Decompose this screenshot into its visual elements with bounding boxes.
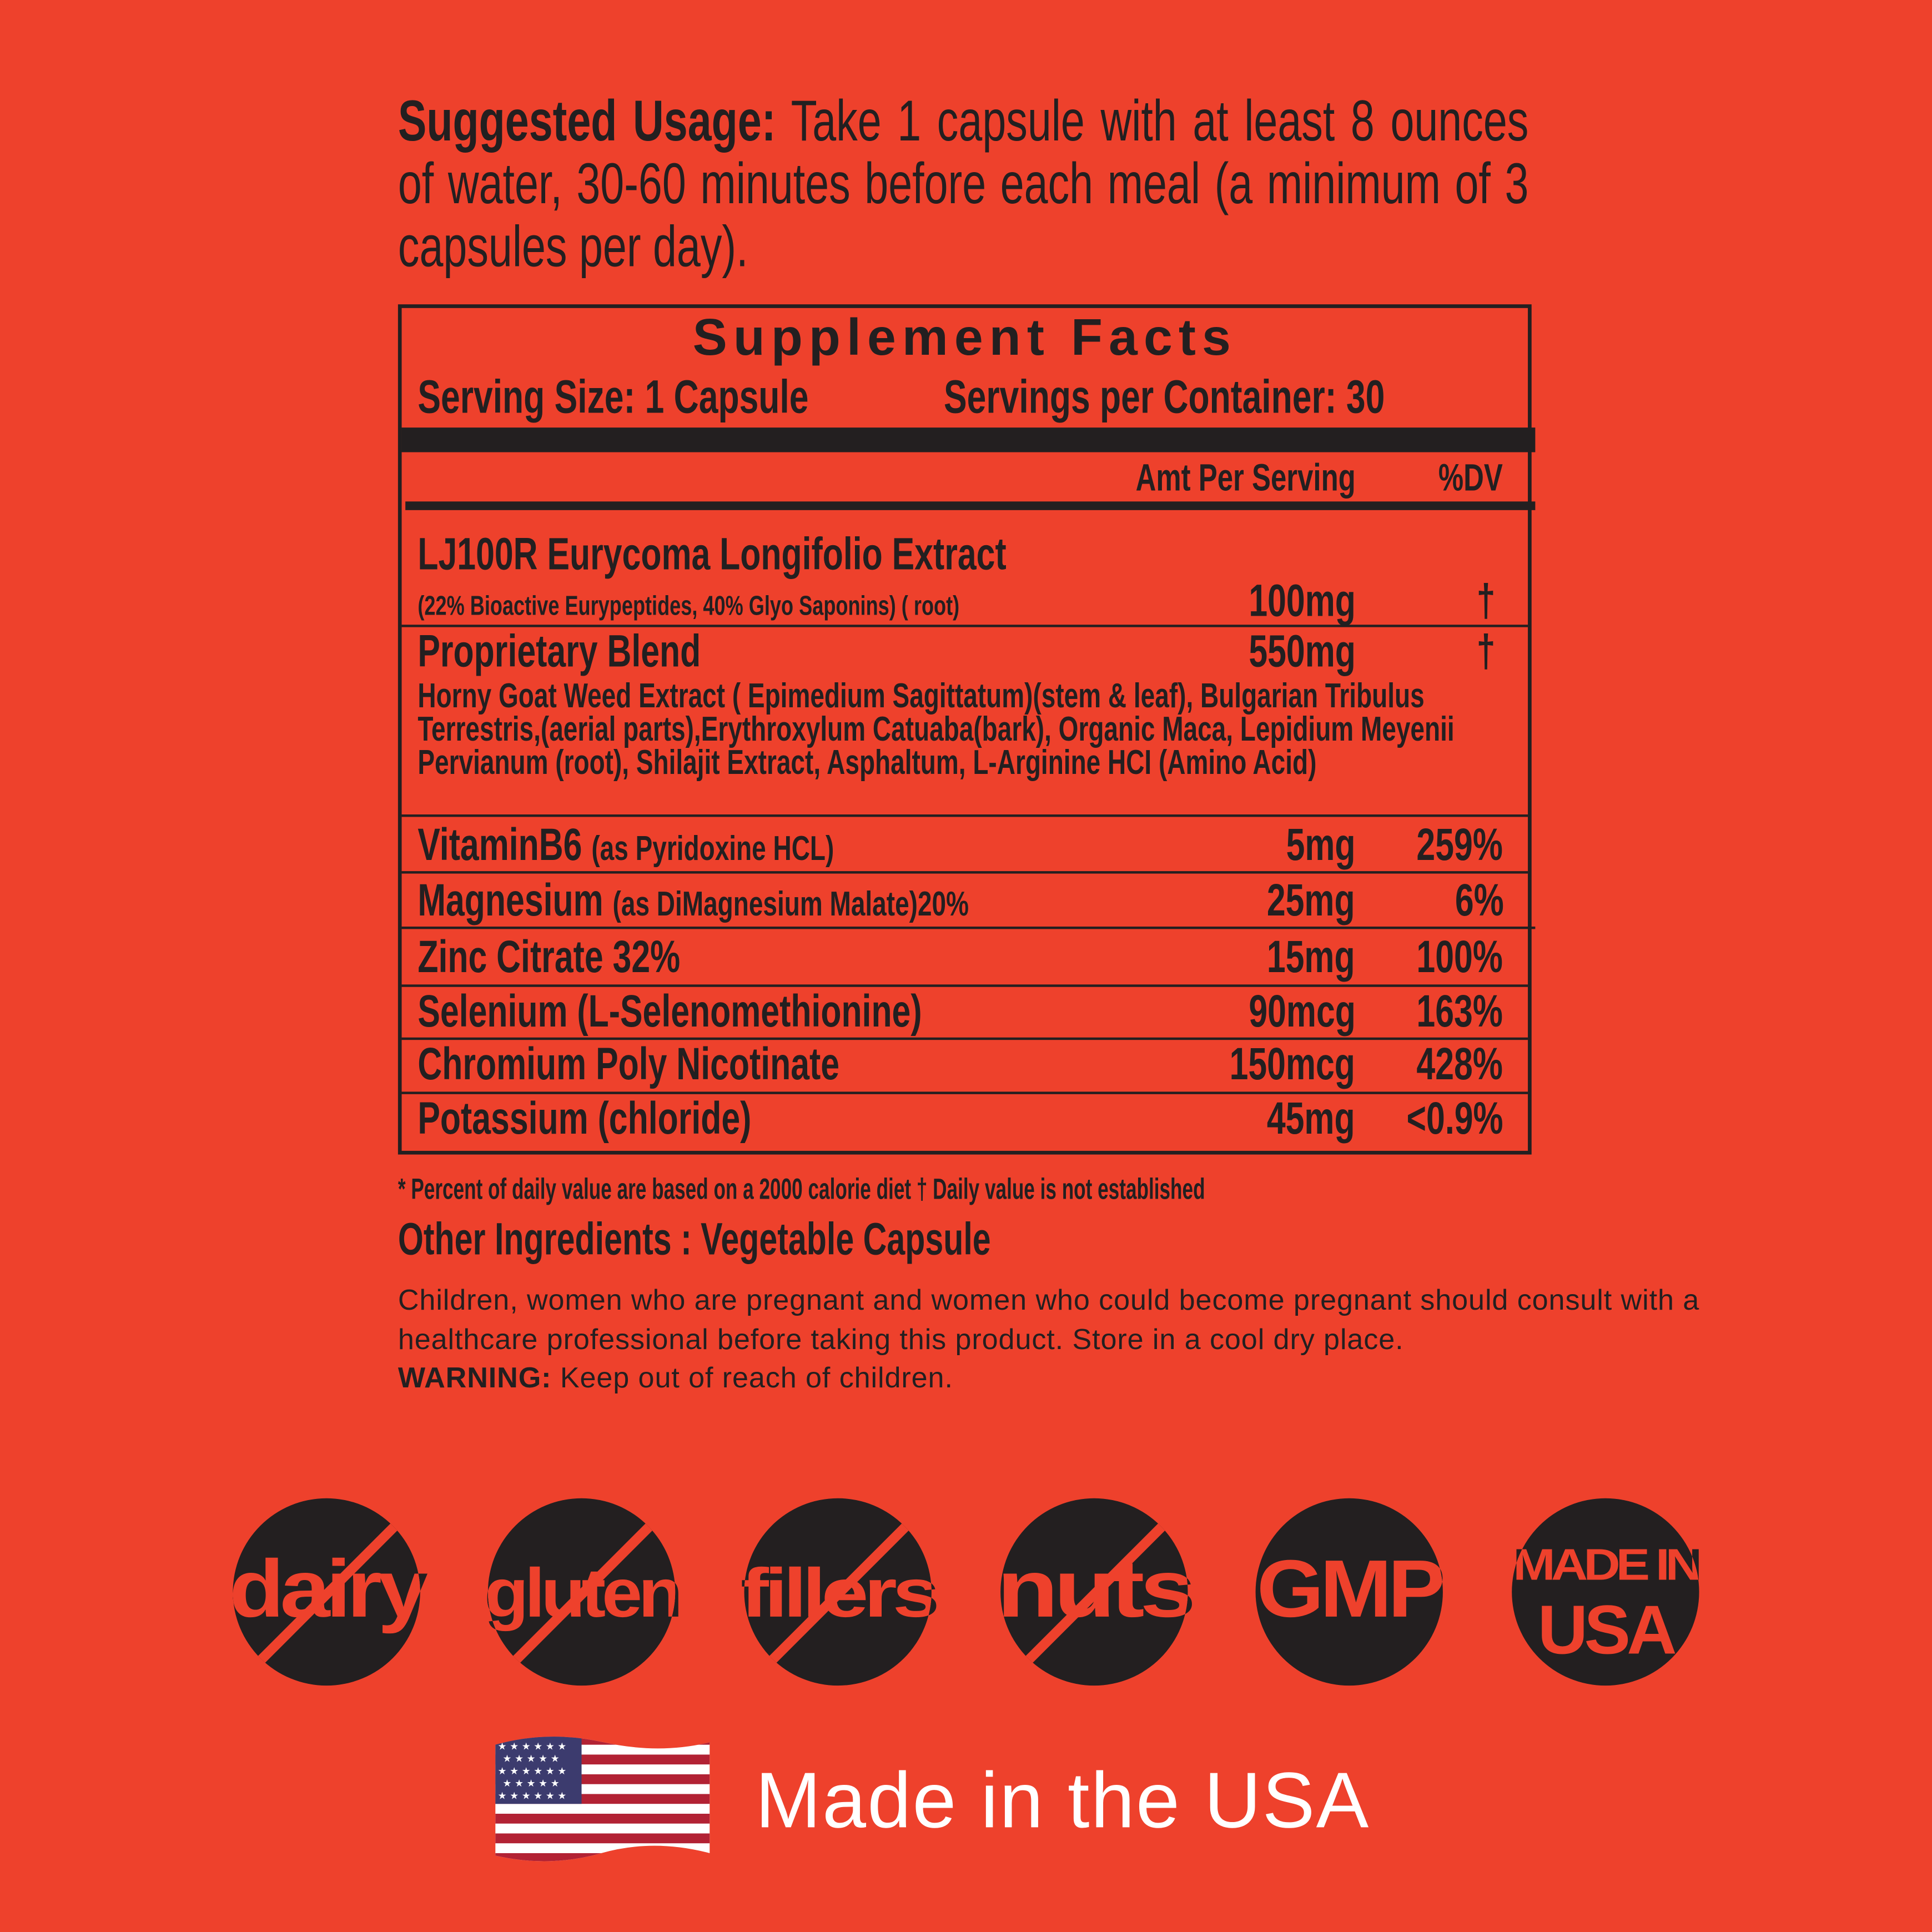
footnote: * Percent of daily value are based on a … — [398, 1173, 1205, 1206]
badge-label: MADE IN — [1513, 1539, 1699, 1589]
serving-size: Serving Size: 1 Capsule — [417, 372, 809, 424]
ingredient-name: Zinc Citrate 32% — [417, 931, 681, 982]
facts-title: Supplement Facts — [692, 308, 1237, 366]
ingredient-amount: 100mg — [1248, 575, 1356, 626]
ingredient-amount: 45mg — [1267, 1093, 1356, 1144]
ingredient-dv: <0.9% — [1406, 1093, 1503, 1144]
ingredient-dv: 163% — [1417, 985, 1503, 1037]
ingredient-amount: 150mcg — [1230, 1038, 1356, 1089]
usage-text: Take 1 capsule with at least 8 ounces of… — [398, 87, 1529, 279]
svg-text:★ ★ ★ ★ ★ ★: ★ ★ ★ ★ ★ ★ — [498, 1766, 567, 1777]
row-divider — [401, 984, 1528, 987]
badge-label: USA — [1538, 1591, 1676, 1668]
row-divider — [401, 1091, 1528, 1094]
ingredient-dv: † — [1477, 626, 1496, 677]
ingredient-name: Proprietary Blend — [417, 626, 701, 677]
other-ingredients: Other Ingredients : Vegetable Capsule — [398, 1214, 991, 1265]
thick-divider — [401, 427, 1536, 452]
row-divider — [401, 625, 1528, 627]
ingredient-name: Selenium (L-Selenomethionine) — [417, 985, 922, 1037]
suggested-usage: Suggested Usage: Take 1 capsule with at … — [398, 89, 1529, 278]
svg-text:★ ★ ★ ★ ★: ★ ★ ★ ★ ★ — [503, 1754, 560, 1765]
supplement-facts-panel: Supplement Facts Serving Size: 1 Capsule… — [398, 304, 1536, 1155]
badge-circle — [1512, 1498, 1699, 1686]
slash-mark — [763, 1517, 915, 1669]
row-divider — [401, 814, 1528, 817]
ingredient-dv: 100% — [1417, 931, 1503, 982]
servings-per-container: Servings per Container: 30 — [944, 372, 1385, 424]
row-divider — [401, 1037, 1528, 1040]
badge-gmp-icon: GMP — [1255, 1498, 1446, 1686]
ingredient-amount: 550mg — [1248, 626, 1356, 677]
slash-mark — [251, 1517, 404, 1669]
ingredient-amount: 15mg — [1267, 931, 1356, 982]
ingredient-dv: 6% — [1454, 874, 1503, 925]
slash-mark — [1019, 1517, 1172, 1669]
ingredient-dv: 259% — [1417, 819, 1503, 870]
ingredient-name: LJ100R Eurycoma Longifolio Extract — [417, 529, 1007, 580]
ingredient-amount: 90mcg — [1248, 985, 1356, 1037]
ingredient-name: Potassium (chloride) — [417, 1093, 752, 1144]
blend-ingredients: Horny Goat Weed Extract ( Epimedium Sagi… — [417, 676, 1455, 782]
header-divider — [405, 501, 1536, 510]
ingredient-name: Chromium Poly Nicotinate — [417, 1038, 840, 1089]
warning-label: WARNING: — [398, 1361, 552, 1394]
col-dv-header: %DV — [1438, 456, 1503, 499]
warning-text: Keep out of reach of children. — [560, 1361, 953, 1394]
badge-dairy-icon: dairy — [229, 1498, 431, 1686]
col-amt-header: Amt Per Serving — [1135, 456, 1356, 499]
badge-fillers-icon: fillers — [741, 1498, 940, 1686]
care-text: Children, women who are pregnant and wom… — [398, 1284, 1700, 1394]
usage-label: Suggested Usage: — [398, 87, 776, 153]
ingredient-name: Magnesium (as DiMagnesium Malate)20% — [417, 874, 969, 925]
row-divider — [401, 871, 1528, 874]
svg-text:★ ★ ★ ★ ★ ★: ★ ★ ★ ★ ★ ★ — [498, 1742, 567, 1753]
badge-label: GMP — [1257, 1543, 1443, 1634]
badge-circle — [1255, 1498, 1443, 1686]
us-flag-icon: ★ ★ ★ ★ ★ ★★ ★ ★ ★ ★★ ★ ★ ★ ★ ★★ ★ ★ ★ ★… — [495, 1737, 710, 1861]
ingredient-dv: † — [1477, 575, 1496, 626]
slash-mark — [506, 1517, 659, 1669]
ingredient-dv: 428% — [1417, 1038, 1503, 1089]
row-divider — [401, 926, 1536, 929]
made-in-usa-text: Made in the USA — [755, 1755, 1370, 1845]
svg-text:★ ★ ★ ★ ★ ★: ★ ★ ★ ★ ★ ★ — [498, 1790, 567, 1802]
ingredient-amount: 5mg — [1286, 819, 1356, 870]
ingredient-detail: (22% Bioactive Eurypeptides, 40% Glyo Sa… — [417, 590, 960, 621]
badge-gluten-icon: gluten — [484, 1498, 683, 1686]
ingredient-name: VitaminB6 (as Pyridoxine HCL) — [417, 819, 834, 870]
svg-text:★ ★ ★ ★ ★: ★ ★ ★ ★ ★ — [503, 1778, 560, 1789]
badge-nuts-icon: nuts — [997, 1498, 1196, 1686]
ingredient-amount: 25mg — [1267, 874, 1356, 925]
